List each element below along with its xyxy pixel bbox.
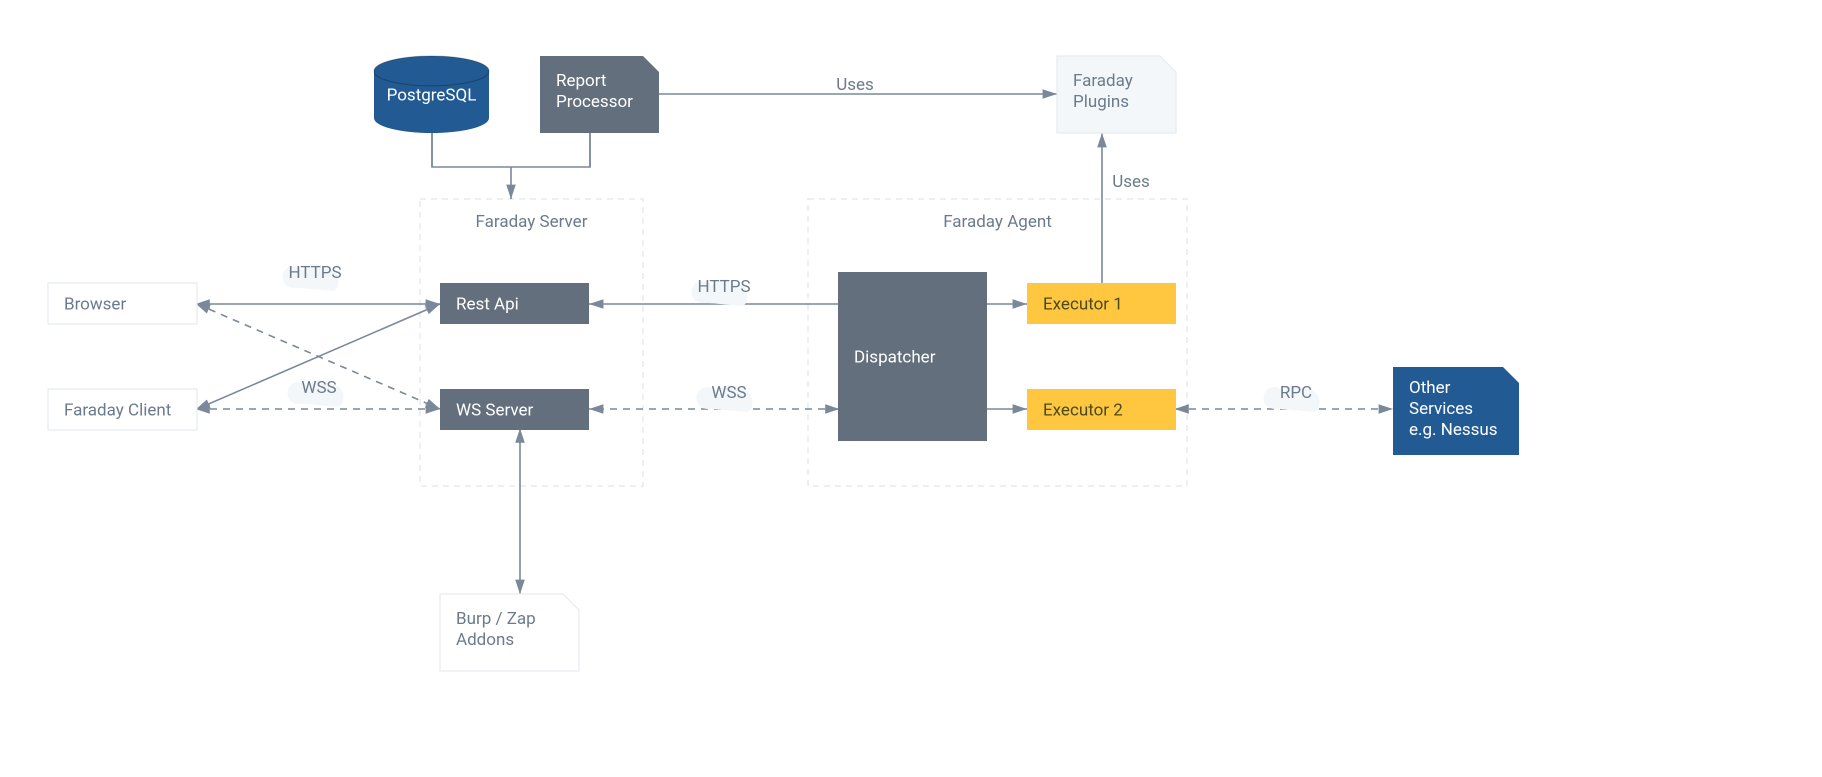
- node-executor2: Executor 2: [1027, 389, 1176, 430]
- node-dispatcher: Dispatcher: [838, 272, 987, 441]
- node-browser: Browser: [48, 283, 197, 324]
- node-label-executor2: Executor 2: [1043, 401, 1123, 421]
- node-faraday_plugins: FaradayPlugins: [1057, 56, 1176, 133]
- edge-label-lbl_wss_1: WSS: [301, 378, 336, 398]
- node-ws_server: WS Server: [440, 389, 589, 430]
- edge-label-lbl_rpc: RPC: [1280, 383, 1312, 403]
- node-label-postgresql: PostgreSQL: [387, 86, 477, 106]
- node-executor1: Executor 1: [1027, 283, 1176, 324]
- node-faraday_client: Faraday Client: [48, 389, 197, 430]
- edge-label-lbl_https_2: HTTPS: [697, 277, 750, 297]
- edge-label-lbl_uses_2: Uses: [1112, 172, 1150, 192]
- node-label-faraday_client: Faraday Client: [64, 401, 171, 421]
- edge-label-lbl_uses_1: Uses: [836, 75, 874, 95]
- edge-label-lbl_https_1: HTTPS: [288, 263, 341, 283]
- edge-label-lbl_wss_2: WSS: [711, 383, 746, 403]
- faraday_agent-label: Faraday Agent: [943, 212, 1052, 232]
- edge-db-report-to-server: [432, 133, 590, 199]
- node-label-ws_server: WS Server: [456, 401, 534, 421]
- architecture-diagram: Faraday Server Faraday Agent HTTPS WSS HTTPS…: [0, 0, 1822, 777]
- node-label-faraday_plugins: FaradayPlugins: [1073, 71, 1133, 112]
- node-label-dispatcher: Dispatcher: [854, 348, 936, 368]
- faraday_server-label: Faraday Server: [476, 212, 588, 232]
- node-addons: Burp / ZapAddons: [440, 594, 579, 671]
- node-report_processor: ReportProcessor: [540, 56, 659, 133]
- node-other_services: OtherServicese.g. Nessus: [1393, 367, 1519, 455]
- node-label-browser: Browser: [64, 295, 126, 315]
- node-postgresql: PostgreSQL: [374, 56, 489, 133]
- node-label-executor1: Executor 1: [1043, 295, 1123, 315]
- faraday_server-group: [420, 199, 643, 486]
- node-label-rest_api: Rest Api: [456, 295, 519, 315]
- node-rest_api: Rest Api: [440, 283, 589, 324]
